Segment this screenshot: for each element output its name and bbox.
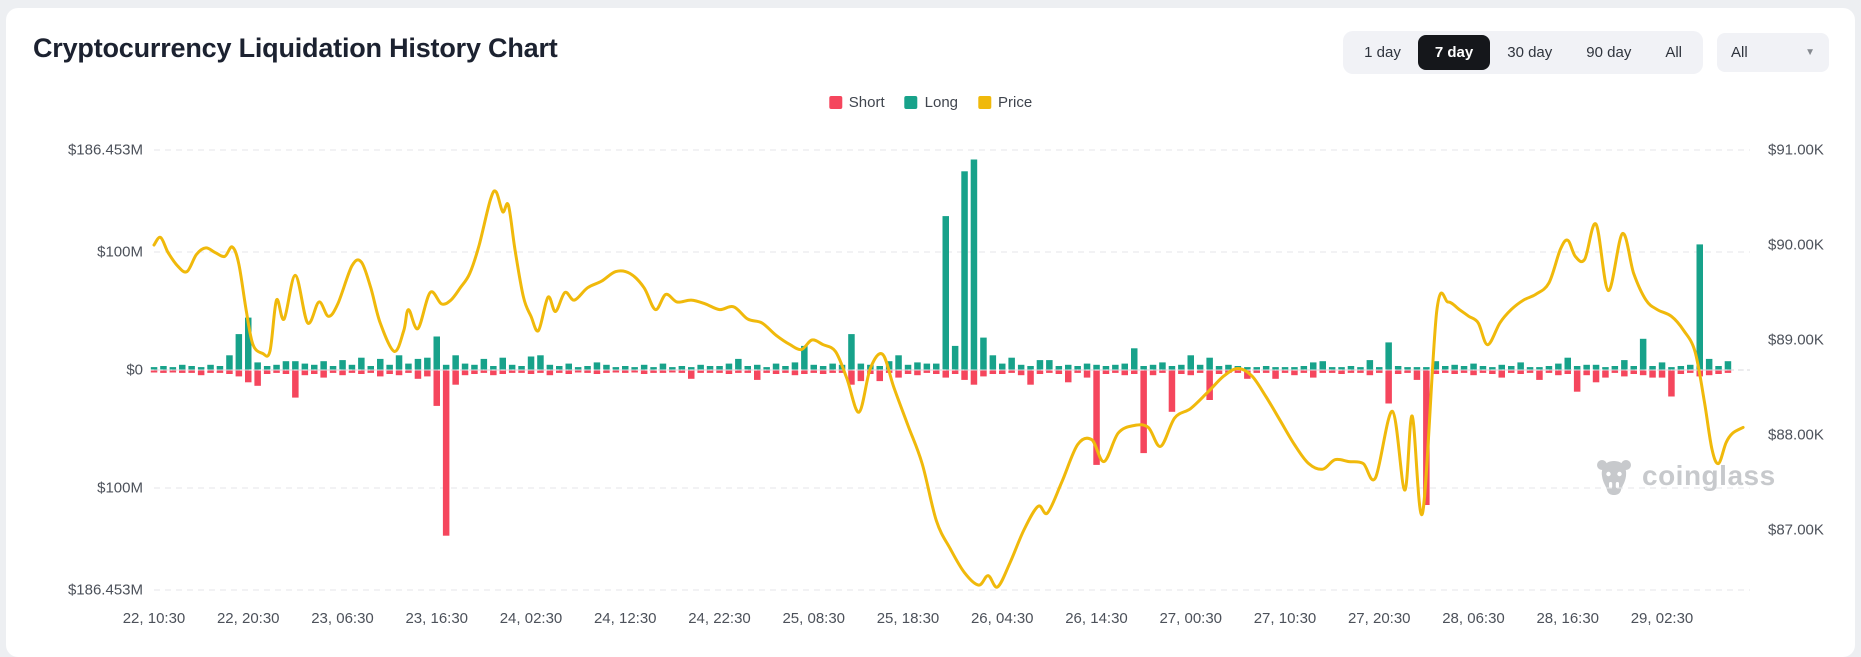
x-axis-label: 26, 04:30	[970, 610, 1034, 627]
chart-canvas[interactable]	[6, 8, 1855, 657]
legend-swatch-long	[904, 96, 918, 109]
x-axis-label: 24, 02:30	[499, 610, 563, 627]
gridlines	[154, 149, 1750, 591]
x-axis-label: 22, 20:30	[216, 610, 280, 627]
legend-item-short[interactable]: Short	[828, 94, 885, 111]
legend-label: Long	[924, 94, 959, 111]
left-axis-label: $0	[126, 361, 143, 379]
x-axis-label: 28, 06:30	[1442, 610, 1505, 627]
chart-legend: Short Long Price	[828, 94, 1032, 111]
liquidation-chart[interactable]: coinglass $186.453M $100M $0 $100M $186.453M…	[6, 8, 1855, 657]
legend-label: Short	[848, 94, 885, 111]
long-bars	[150, 159, 1732, 370]
left-axis-label: $100M	[97, 479, 143, 497]
range-button-all[interactable]: All	[1648, 35, 1699, 70]
x-axis-label: 23, 06:30	[311, 610, 374, 627]
right-axis-label: $91.00K	[1768, 141, 1824, 159]
pair-filter-value: All	[1731, 44, 1748, 61]
legend-item-long[interactable]: Long	[904, 94, 959, 111]
range-button-90-day[interactable]: 90 day	[1569, 35, 1648, 70]
coinglass-watermark: coinglass	[1594, 456, 1776, 496]
legend-label: Price	[998, 94, 1033, 111]
x-axis-label: 25, 18:30	[876, 610, 940, 627]
chevron-down-icon: ▼	[1805, 47, 1815, 58]
range-button-30-day[interactable]: 30 day	[1490, 35, 1569, 70]
chart-controls: 1 day 7 day 30 day 90 day All All ▼	[1343, 31, 1829, 74]
x-axis-label: 29, 02:30	[1630, 610, 1694, 627]
left-axis-label: $186.453M	[67, 141, 143, 159]
legend-swatch-short	[828, 96, 842, 109]
x-axis-label: 27, 20:30	[1347, 610, 1411, 627]
x-axis-label: 27, 00:30	[1159, 610, 1223, 627]
short-bars	[150, 370, 1732, 536]
price-line	[152, 189, 1745, 589]
x-axis-label: 28, 16:30	[1536, 610, 1600, 627]
range-button-7-day[interactable]: 7 day	[1417, 35, 1491, 70]
right-axis-label: $90.00K	[1768, 236, 1824, 254]
right-axis-label: $89.00K	[1768, 331, 1824, 349]
left-axis-label: $186.453M	[67, 581, 143, 599]
chart-header: Cryptocurrency Liquidation History Chart…	[6, 8, 1855, 74]
liquidation-chart-card: coinglass $186.453M $100M $0 $100M $186.453M…	[6, 8, 1855, 657]
page-title: Cryptocurrency Liquidation History Chart	[33, 33, 558, 63]
x-axis-label: 25, 08:30	[782, 610, 846, 627]
x-axis-label: 22, 10:30	[122, 610, 186, 627]
coinglass-watermark-text: coinglass	[1642, 460, 1776, 491]
pair-filter-dropdown[interactable]: All ▼	[1717, 33, 1829, 72]
x-axis-label: 27, 10:30	[1253, 610, 1317, 627]
legend-swatch-price	[978, 96, 992, 109]
x-axis-label: 26, 14:30	[1065, 610, 1128, 627]
range-button-1-day[interactable]: 1 day	[1347, 35, 1418, 70]
legend-item-price[interactable]: Price	[978, 94, 1032, 111]
right-axis-label: $88.00K	[1768, 426, 1824, 444]
right-axis-label: $87.00K	[1768, 521, 1824, 539]
x-axis-label: 24, 22:30	[688, 610, 751, 627]
time-range-button-group: 1 day 7 day 30 day 90 day All	[1343, 31, 1703, 74]
left-axis-label: $100M	[97, 243, 143, 261]
coinglass-bull-icon	[1597, 460, 1631, 495]
x-axis-label: 24, 12:30	[593, 610, 657, 627]
x-axis-label: 23, 16:30	[405, 610, 469, 627]
